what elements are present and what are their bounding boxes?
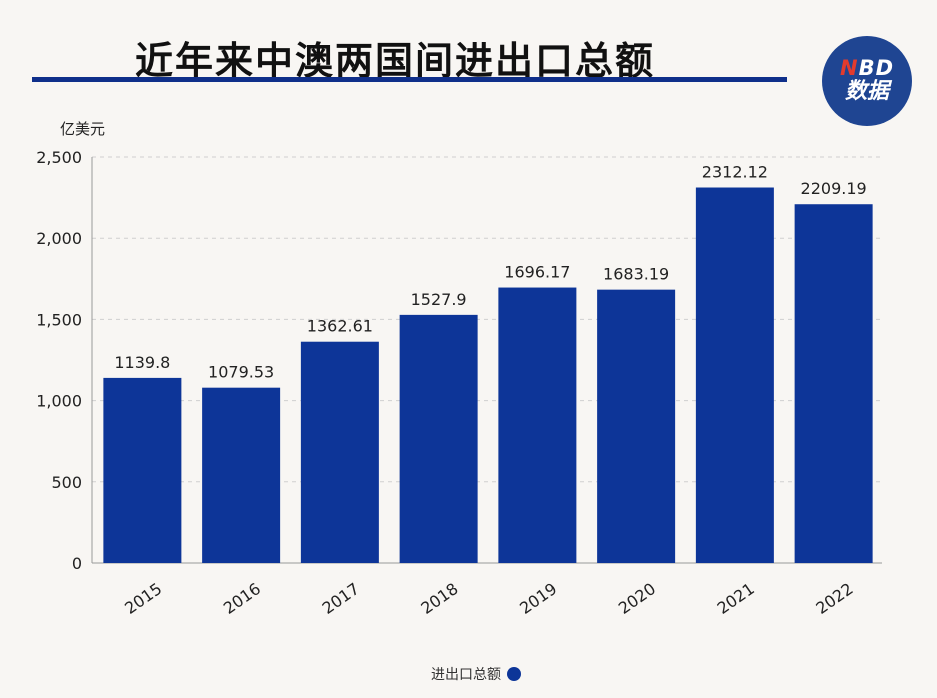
bar-value-label: 1362.61 — [307, 317, 373, 336]
title-underline — [32, 77, 787, 82]
bar — [399, 314, 478, 563]
x-tick-label: 2015 — [121, 579, 165, 618]
bar — [695, 187, 774, 563]
bar-value-label: 2312.12 — [702, 163, 768, 182]
bar-value-label: 1079.53 — [208, 363, 274, 382]
y-tick-label: 2,000 — [36, 229, 82, 248]
x-tick-label: 2021 — [714, 579, 758, 618]
legend: 进出口总额 — [431, 664, 521, 684]
y-tick-label: 500 — [51, 473, 82, 492]
legend-swatch — [507, 667, 521, 681]
x-tick-label: 2022 — [812, 579, 856, 618]
y-tick-label: 2,500 — [36, 148, 82, 167]
logo-subtitle: 数据 — [844, 79, 889, 104]
bar-value-label: 1683.19 — [603, 265, 669, 284]
x-tick-label: 2020 — [615, 579, 659, 618]
y-tick-label: 1,500 — [36, 310, 82, 329]
bar-value-label: 1139.8 — [114, 353, 170, 372]
bar — [103, 377, 182, 563]
x-tick-label: 2016 — [220, 579, 264, 618]
y-tick-label: 1,000 — [36, 392, 82, 411]
bar-value-label: 1527.9 — [411, 290, 467, 309]
x-tick-label: 2017 — [319, 579, 363, 618]
legend-label: 进出口总额 — [431, 667, 501, 683]
bar — [794, 204, 873, 563]
bar-value-label: 1696.17 — [504, 263, 570, 282]
bar — [202, 387, 281, 563]
bar — [300, 341, 379, 563]
nbd-logo: NBD 数据 — [822, 36, 912, 126]
bar — [597, 289, 676, 563]
bar — [498, 287, 577, 563]
x-tick-label: 2018 — [417, 579, 461, 618]
y-axis-unit-label: 亿美元 — [60, 120, 106, 138]
bar-value-label: 2209.19 — [801, 179, 867, 198]
logo-brand: NBD — [839, 56, 895, 80]
x-tick-label: 2019 — [516, 579, 560, 618]
y-tick-label: 0 — [72, 554, 82, 573]
chart-title: 近年来中澳两国间进出口总额 — [135, 39, 656, 83]
